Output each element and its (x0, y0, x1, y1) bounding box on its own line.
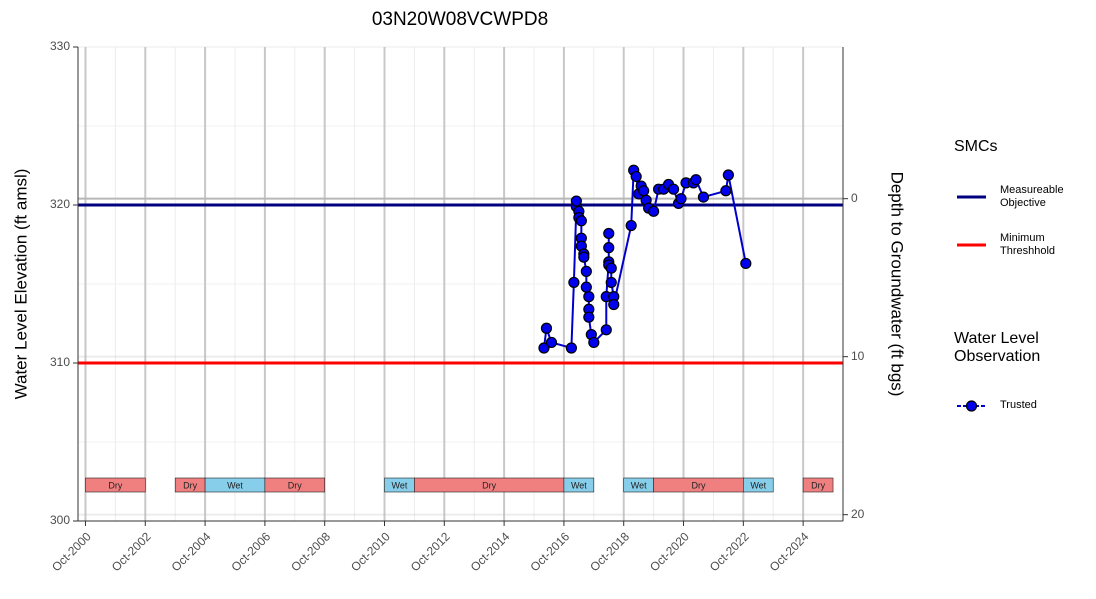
x-tick-label: Oct-2022 (707, 529, 752, 574)
data-point (740, 257, 752, 270)
legend-label: Minimum Threshhold (1000, 232, 1056, 257)
x-tick-label: Oct-2004 (169, 529, 214, 574)
legend-title: Water Level Observation (954, 330, 1041, 366)
data-point (697, 191, 710, 203)
y-tick-label: 310 (50, 355, 70, 369)
period-label: Dry (691, 480, 705, 490)
data-point (720, 185, 732, 197)
y2-axis-label: Depth to Groundwater (ft bgs) (888, 172, 907, 397)
data-point (603, 227, 615, 240)
period-label: Wet (571, 480, 587, 490)
data-point (580, 265, 592, 277)
data-point (638, 185, 650, 197)
legend-label: Measureable Objective (1000, 184, 1064, 209)
x-tick-label: Oct-2020 (647, 529, 692, 574)
y-axis-label: Water Level Elevation (ft amsl) (11, 169, 30, 400)
data-point (578, 251, 590, 263)
data-point (580, 281, 592, 293)
period-label: Wet (631, 480, 647, 490)
data-point (545, 336, 558, 349)
x-tick-label: Oct-2018 (587, 529, 632, 574)
period-band (85, 477, 146, 493)
data-point (570, 195, 582, 207)
y2-tick-label: 10 (851, 349, 865, 363)
data-point (722, 169, 734, 181)
y-tick-label: 300 (50, 513, 70, 527)
x-tick-label: Oct-2024 (767, 529, 812, 574)
period-band (743, 477, 774, 493)
data-point (583, 311, 595, 323)
period-label: Dry (482, 480, 496, 490)
data-point (588, 336, 600, 349)
period-band (802, 477, 834, 493)
period-label: Wet (227, 480, 243, 490)
y-tick-label: 330 (50, 39, 70, 53)
data-point (667, 183, 680, 195)
period-label: Dry (288, 480, 302, 490)
period-label: Dry (108, 480, 122, 490)
data-point (538, 342, 550, 354)
x-tick-label: Oct-2002 (109, 529, 154, 574)
data-point (605, 262, 617, 274)
y2-tick-label: 0 (851, 191, 858, 205)
legend-label: Trusted (1000, 399, 1037, 411)
data-point (540, 322, 553, 334)
legend-title: SMCs (954, 138, 998, 155)
period-label: Dry (811, 480, 825, 490)
period-label: Wet (392, 480, 408, 490)
data-point (575, 215, 587, 227)
x-tick-label: Oct-2010 (348, 529, 393, 574)
data-point (690, 174, 702, 186)
data-point (625, 219, 637, 232)
y2-tick-label: 20 (851, 507, 865, 521)
x-tick-label: Oct-2012 (408, 529, 453, 574)
legend-swatch (965, 400, 978, 412)
data-point (630, 170, 642, 183)
data-point (583, 291, 595, 303)
data-point (568, 276, 580, 289)
x-tick-label: Oct-2000 (49, 529, 94, 574)
grid (78, 46, 843, 522)
data-point (608, 298, 620, 311)
y-tick-label: 320 (50, 197, 70, 211)
data-point (675, 193, 687, 205)
period-band (563, 477, 595, 493)
period-band (264, 477, 325, 493)
period-label: Wet (750, 480, 766, 490)
x-tick-label: Oct-2008 (288, 529, 333, 574)
chart-title: 03N20W08VCWPD8 (372, 9, 548, 30)
data-point (600, 324, 612, 336)
data-point (605, 276, 617, 289)
x-tick-label: Oct-2014 (468, 529, 513, 574)
data-point (565, 342, 577, 354)
x-tick-label: Oct-2006 (228, 529, 273, 574)
data-point (648, 205, 660, 217)
x-tick-label: Oct-2016 (527, 529, 572, 574)
period-label: Dry (183, 480, 197, 490)
data-point (603, 242, 615, 254)
